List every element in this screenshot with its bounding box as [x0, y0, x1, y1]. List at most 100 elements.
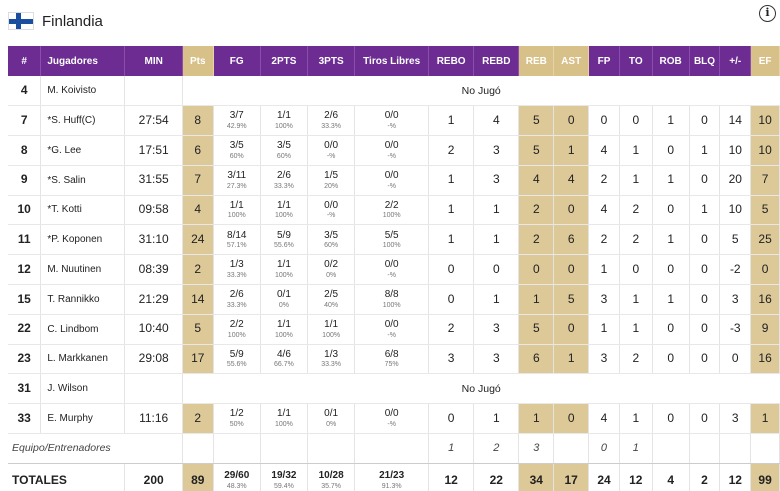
column-header[interactable]: REBD	[473, 46, 520, 76]
empty-cell	[260, 433, 309, 464]
p3-cell: 0/0 -%	[307, 135, 356, 166]
column-header[interactable]: AST	[553, 46, 590, 76]
player-row[interactable]: 11 *P. Koponen 31:10 24 8/14 57.1% 5/9 55.6% 3/5…	[8, 224, 780, 256]
p2-cell: 1/1 100%	[260, 403, 309, 435]
column-header[interactable]: ROB	[652, 46, 690, 76]
p3-cell: 2/6 33.3%	[307, 105, 356, 137]
rebo: 2	[428, 135, 475, 166]
p2-made-att: 1/1	[276, 319, 291, 330]
column-header[interactable]: Jugadores	[40, 46, 126, 76]
player-row[interactable]: 7 *S. Huff(C) 27:54 8 3/7 42.9% 1/1 100% 2/6 33.3…	[8, 105, 780, 137]
to: 2	[619, 224, 653, 256]
column-header[interactable]: REBO	[428, 46, 475, 76]
team-coaches-label: Equipo/Entrenadores	[8, 433, 183, 464]
efficiency: 7	[750, 165, 780, 196]
player-row[interactable]: 9 *S. Salin 31:55 7 3/11 27.3% 2/6 33.3% 1/5 20% 0…	[8, 165, 780, 196]
rebo: 0	[428, 254, 475, 286]
p3-made-att: 0/2	[324, 259, 339, 271]
table-header: # Jugadores MIN Pts FG 2PTS 3PTS Tiros Libres RE…	[8, 46, 780, 76]
fg-made-att: 2/6	[229, 289, 244, 301]
p3-pct: -%	[326, 152, 336, 160]
p3-cell: 1/1 100%	[307, 314, 356, 345]
column-header[interactable]: MIN	[124, 46, 183, 76]
to: 1	[619, 314, 653, 345]
fg-cell: 2/6 33.3%	[213, 284, 261, 315]
ft-made-att: 0/0	[384, 110, 399, 122]
reb: 2	[518, 224, 555, 256]
player-row[interactable]: 4 M. Koivisto No Jugó	[8, 76, 780, 107]
fg-cell: 3/11 27.3%	[213, 165, 261, 196]
boxscore-table: # Jugadores MIN Pts FG 2PTS 3PTS Tiros Libres RE…	[8, 46, 780, 491]
player-number: 10	[8, 195, 42, 226]
efficiency: 25	[750, 224, 780, 256]
p2-pct: 0%	[278, 301, 289, 309]
p2-made-att: 2/6	[276, 170, 291, 182]
fp: 1	[588, 254, 620, 286]
reb: 4	[518, 165, 555, 196]
column-header[interactable]: #	[8, 46, 42, 76]
player-row[interactable]: 22 C. Lindbom 10:40 5 2/2 100% 1/1 100% 1/1 100% 0…	[8, 314, 780, 345]
player-row[interactable]: 33 E. Murphy 11:16 2 1/2 50% 1/1 100% 0/1 0% 0/0 -%…	[8, 403, 780, 435]
reb: 1	[518, 403, 555, 435]
reb: 5	[518, 135, 555, 166]
column-header[interactable]: FG	[213, 46, 261, 76]
column-header[interactable]: REB	[518, 46, 555, 76]
rob: 1	[652, 284, 690, 315]
player-name: *T. Kotti	[40, 195, 126, 226]
p3-made-att: 2/5	[324, 289, 339, 301]
column-header[interactable]: 3PTS	[307, 46, 356, 76]
player-row[interactable]: 12 M. Nuutinen 08:39 2 1/3 33.3% 1/1 100% 0/2 0% 0…	[8, 254, 780, 286]
p3-cell: 0/0 -%	[307, 195, 356, 226]
points: 8	[182, 105, 214, 137]
column-header[interactable]: Tiros Libres	[354, 46, 430, 76]
fp: 3	[588, 284, 620, 315]
reb: 6	[518, 344, 555, 375]
player-row[interactable]: 10 *T. Kotti 09:58 4 1/1 100% 1/1 100% 0/0 -% 2/2 1…	[8, 195, 780, 226]
player-row[interactable]: 31 J. Wilson No Jugó	[8, 373, 780, 405]
rebd: 3	[473, 165, 520, 196]
info-icon[interactable]: i	[759, 5, 776, 22]
ft-pct: -%	[387, 152, 396, 160]
p2-cell: 3/5 60%	[260, 135, 309, 166]
column-header[interactable]: BLQ	[689, 46, 721, 76]
plus-minus: 0	[719, 344, 752, 375]
p2-pct: 100%	[274, 271, 293, 279]
player-row[interactable]: 8 *G. Lee 17:51 6 3/5 60% 3/5 60% 0/0 -% 0/0 -% 2 3 5 1…	[8, 135, 780, 166]
fp: 4	[588, 403, 620, 435]
player-number: 9	[8, 165, 42, 196]
column-header[interactable]: EF	[750, 46, 780, 76]
blq: 2	[689, 463, 721, 491]
column-header[interactable]: TO	[619, 46, 653, 76]
fg-made-att: 1/1	[229, 199, 244, 211]
rebd: 3	[473, 314, 520, 345]
empty-cell	[689, 433, 721, 464]
p3-cell: 3/5 60%	[307, 224, 356, 256]
player-number: 15	[8, 284, 42, 315]
rob: 0	[652, 403, 690, 435]
ast: 0	[553, 105, 590, 137]
plus-minus: 3	[719, 284, 752, 315]
rebo: 0	[428, 403, 475, 435]
player-row[interactable]: 15 T. Rannikko 21:29 14 2/6 33.3% 0/1 0% 2/5 40% 8…	[8, 284, 780, 315]
p3-made-att: 3/5	[324, 229, 339, 241]
rob: 1	[652, 105, 690, 137]
plus-minus: -3	[719, 314, 752, 345]
column-header[interactable]: Pts	[182, 46, 214, 76]
ft-cell: 6/8 75%	[354, 344, 430, 375]
player-name: *S. Huff(C)	[40, 105, 126, 137]
column-header[interactable]: FP	[588, 46, 620, 76]
ft-pct: 100%	[382, 301, 401, 309]
p2-pct: 100%	[274, 420, 293, 428]
p3-made-att: 10/28	[318, 470, 344, 482]
reb: 0	[518, 254, 555, 286]
column-header[interactable]: +/-	[719, 46, 752, 76]
fg-pct: 100%	[227, 212, 246, 220]
plus-minus: 3	[719, 403, 752, 435]
rebo: 2	[428, 314, 475, 345]
player-row[interactable]: 23 L. Markkanen 29:08 17 5/9 55.6% 4/6 66.7% 1/3…	[8, 344, 780, 375]
rebo: 3	[428, 344, 475, 375]
p3-cell: 0/1 0%	[307, 403, 356, 435]
fg-pct: 48.3%	[226, 482, 247, 490]
column-header[interactable]: 2PTS	[260, 46, 309, 76]
empty-cell	[553, 433, 590, 464]
